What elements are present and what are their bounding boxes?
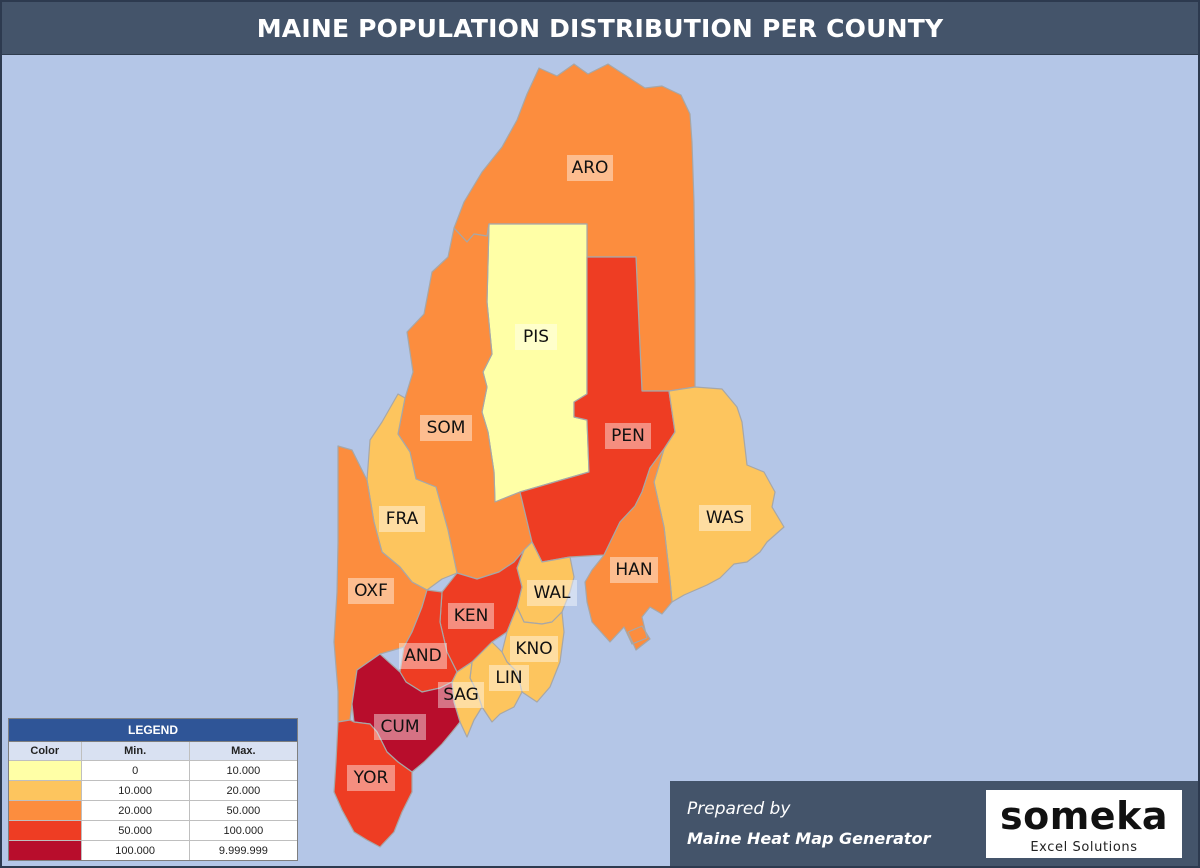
county-label-pen: PEN <box>605 423 651 449</box>
legend-min-value: 50.000 <box>82 821 190 840</box>
legend-row: 100.000 9.999.999 <box>9 840 297 860</box>
legend-header-color: Color <box>9 742 82 760</box>
county-label-yor: YOR <box>347 765 395 791</box>
legend-swatch <box>9 841 82 860</box>
county-label-ken: KEN <box>448 603 494 629</box>
legend-row: 10.000 20.000 <box>9 780 297 800</box>
legend-max-value: 10.000 <box>226 764 261 777</box>
svg-text:ARO: ARO <box>572 158 609 178</box>
county-label-sag: SAG <box>438 682 484 708</box>
legend-swatch <box>9 821 82 840</box>
title-bar: MAINE POPULATION DISTRIBUTION PER COUNTY <box>2 2 1198 55</box>
county-label-pis: PIS <box>515 324 557 350</box>
legend-max-value: 50.000 <box>226 804 261 817</box>
county-label-oxf: OXF <box>348 578 394 604</box>
county-label-lin: LIN <box>489 665 529 691</box>
svg-text:PEN: PEN <box>611 426 645 446</box>
legend-row: 50.000 100.000 <box>9 820 297 840</box>
svg-text:WAL: WAL <box>534 583 572 603</box>
legend-max-value: 20.000 <box>226 784 261 797</box>
svg-text:SAG: SAG <box>443 685 479 705</box>
logo-wordmark: someka <box>999 794 1168 838</box>
county-label-and: AND <box>399 643 447 669</box>
legend-min-value: 100.000 <box>82 841 190 860</box>
county-shapes <box>333 63 785 848</box>
svg-text:FRA: FRA <box>386 509 419 529</box>
county-shape-han[interactable] <box>584 448 673 651</box>
logo-subtitle: Excel Solutions <box>1030 840 1138 855</box>
county-label-kno: KNO <box>510 636 558 662</box>
legend-header-min: Min. <box>82 742 190 760</box>
svg-text:WAS: WAS <box>706 508 744 528</box>
legend-header-max: Max. <box>231 745 256 757</box>
legend-title: LEGEND <box>9 719 297 741</box>
county-shape-kno[interactable] <box>501 606 565 703</box>
svg-text:LIN: LIN <box>495 668 522 688</box>
prepared-by-text: Prepared by <box>687 799 791 819</box>
svg-text:HAN: HAN <box>615 560 652 580</box>
county-label-was: WAS <box>699 505 751 531</box>
county-label-fra: FRA <box>379 506 425 532</box>
county-label-cum: CUM <box>374 714 426 740</box>
county-shape-pis[interactable] <box>481 223 590 503</box>
legend-swatch <box>9 761 82 780</box>
svg-text:KEN: KEN <box>454 606 489 626</box>
legend-header: Color Min. Max. <box>9 741 297 760</box>
legend-swatch <box>9 781 82 800</box>
legend-min-value: 0 <box>82 761 190 780</box>
legend: LEGEND Color Min. Max. 0 10.000 10.000 2… <box>8 718 298 861</box>
svg-text:AND: AND <box>404 646 441 666</box>
county-label-han: HAN <box>610 557 658 583</box>
county-labels: ARO PIS SOM PEN FRA WAS OXF HAN WAL KEN … <box>347 155 751 791</box>
svg-text:OXF: OXF <box>354 581 388 601</box>
county-label-aro: ARO <box>567 155 613 181</box>
county-shape-fra[interactable] <box>366 393 458 591</box>
someka-logo[interactable]: someka Excel Solutions <box>986 790 1182 858</box>
footer-banner: Prepared by Maine Heat Map Generator som… <box>670 781 1198 866</box>
legend-min-value: 20.000 <box>82 801 190 820</box>
legend-min-value: 10.000 <box>82 781 190 800</box>
county-label-som: SOM <box>420 415 472 441</box>
county-shape-was[interactable] <box>653 386 785 603</box>
product-name: Maine Heat Map Generator <box>687 829 931 848</box>
svg-text:PIS: PIS <box>523 327 549 347</box>
legend-max-value: 100.000 <box>223 824 264 837</box>
svg-text:YOR: YOR <box>353 768 389 788</box>
legend-swatch <box>9 801 82 820</box>
svg-text:CUM: CUM <box>381 717 420 737</box>
legend-max-value: 9.999.999 <box>218 844 268 857</box>
svg-text:SOM: SOM <box>427 418 466 438</box>
county-label-wal: WAL <box>527 580 577 606</box>
county-shape-yor[interactable] <box>333 719 413 848</box>
page-title: MAINE POPULATION DISTRIBUTION PER COUNTY <box>256 13 944 43</box>
svg-text:KNO: KNO <box>515 639 552 659</box>
legend-row: 0 10.000 <box>9 760 297 780</box>
legend-row: 20.000 50.000 <box>9 800 297 820</box>
